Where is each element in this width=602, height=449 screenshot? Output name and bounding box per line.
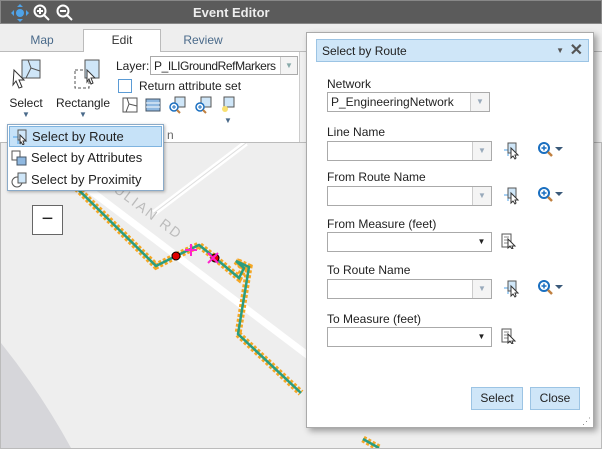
zoom-to-route-icon[interactable]	[537, 186, 565, 204]
ribbon-group-label: n	[167, 128, 174, 142]
layer-label: Layer:	[116, 59, 150, 73]
menu-item-select-by-proximity[interactable]: Select by Proximity	[9, 170, 162, 191]
menu-item-select-by-attributes[interactable]: Select by Attributes	[9, 148, 162, 169]
to-measure-label: To Measure (feet)	[327, 312, 422, 326]
layer-select[interactable]: P_ILIGroundRefMarkers ▼	[150, 56, 298, 75]
dialog-header[interactable]: Select by Route ▼ ✕	[316, 39, 589, 62]
zoom-to-route-icon[interactable]	[537, 141, 565, 159]
from-route-select[interactable]: ▼	[327, 186, 492, 206]
rectangle-label: Rectangle	[55, 96, 111, 110]
tab-review[interactable]: Review	[183, 33, 223, 47]
network-select[interactable]: P_EngineeringNetwork ▼	[327, 92, 490, 112]
dialog-title: Select by Route	[322, 44, 407, 58]
chevron-down-icon[interactable]: ▼	[22, 110, 30, 119]
chevron-down-icon[interactable]: ▼	[472, 187, 491, 205]
zoom-to-route-icon[interactable]	[537, 279, 565, 297]
zoom-out-icon[interactable]	[56, 4, 74, 22]
cross-marker	[207, 252, 219, 264]
select-button[interactable]: Select ▼	[8, 58, 44, 120]
select-by-proximity-icon	[11, 172, 27, 188]
chevron-down-icon[interactable]: ▼	[79, 110, 87, 119]
zoom-out-button[interactable]: −	[32, 205, 63, 235]
chevron-down-icon[interactable]: ▼	[472, 142, 491, 160]
app-title: Event Editor	[193, 5, 270, 20]
chevron-down-icon[interactable]: ▼	[472, 328, 491, 346]
chevron-down-icon[interactable]: ▼	[472, 233, 491, 251]
attribute-table-icon[interactable]	[145, 97, 161, 113]
chevron-down-icon[interactable]: ▼	[470, 93, 489, 111]
route-line	[40, 152, 302, 394]
tab-edit[interactable]: Edit	[83, 29, 161, 52]
tab-map[interactable]: Map	[30, 33, 54, 47]
zoom-to-features-icon[interactable]	[194, 96, 212, 114]
resize-handle-icon[interactable]: ⋰	[582, 416, 591, 426]
close-icon[interactable]: ✕	[569, 42, 583, 59]
select-label: Select	[9, 96, 43, 110]
rectangle-select-icon	[74, 59, 100, 89]
select-dropdown-menu: Select by Route Select by Attributes Sel…	[7, 124, 164, 191]
chevron-down-icon[interactable]: ▼	[472, 280, 491, 298]
select-by-route-icon	[13, 129, 28, 145]
rectangle-button[interactable]: Rectangle ▼	[54, 58, 112, 120]
from-route-label: From Route Name	[327, 170, 426, 184]
chevron-down-icon[interactable]: ▼	[224, 116, 232, 125]
line-name-select[interactable]: ▼	[327, 141, 492, 161]
chevron-down-icon[interactable]: ▼	[556, 46, 564, 55]
pan-icon[interactable]	[11, 4, 29, 22]
highlight-selection-icon[interactable]	[220, 96, 236, 114]
title-bar: Event Editor	[0, 0, 602, 24]
select-tool-icon	[12, 59, 41, 89]
chevron-down-icon[interactable]: ▼	[280, 57, 297, 74]
select-by-route-dialog: Select by Route ▼ ✕ Network P_Engineerin…	[306, 32, 594, 428]
route-marker	[210, 253, 220, 263]
to-measure-input[interactable]: ▼	[327, 327, 492, 347]
return-attribute-checkbox[interactable]	[118, 79, 132, 93]
zoom-in-icon[interactable]	[33, 4, 51, 22]
from-measure-input[interactable]: ▼	[327, 232, 492, 252]
select-on-map-icon[interactable]	[503, 142, 521, 160]
map-area-shape	[1, 343, 71, 448]
return-attribute-label: Return attribute set	[139, 79, 242, 93]
to-route-select[interactable]: ▼	[327, 279, 492, 299]
line-name-label: Line Name	[327, 125, 386, 139]
zoom-to-selection-icon[interactable]	[168, 96, 186, 114]
network-value: P_EngineeringNetwork	[331, 95, 454, 109]
network-label: Network	[327, 77, 372, 91]
select-on-map-icon[interactable]	[503, 187, 521, 205]
to-route-label: To Route Name	[327, 263, 411, 277]
layer-value: P_ILIGroundRefMarkers	[154, 59, 276, 73]
select-features-icon[interactable]	[122, 97, 138, 113]
select-by-attributes-icon	[11, 150, 27, 166]
menu-item-select-by-route[interactable]: Select by Route	[9, 126, 162, 147]
select-on-map-icon[interactable]	[503, 280, 521, 298]
route-marker	[171, 251, 181, 261]
measure-select-icon[interactable]	[501, 233, 517, 249]
select-button[interactable]: Select	[471, 387, 523, 410]
from-measure-label: From Measure (feet)	[327, 217, 437, 231]
measure-select-icon[interactable]	[501, 328, 517, 344]
cross-marker	[185, 244, 197, 256]
close-button[interactable]: Close	[530, 387, 580, 410]
